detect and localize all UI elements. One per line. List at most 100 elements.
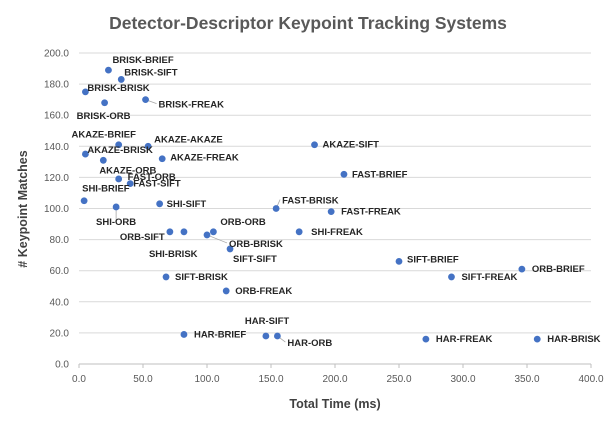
data-label: HAR-BRIEF <box>194 329 246 340</box>
y-tick-label: 180.0 <box>44 80 69 91</box>
x-tick-label: 150.0 <box>258 374 283 385</box>
y-tick-label: 120.0 <box>44 173 69 184</box>
data-label: AKAZE-BRIEF <box>71 130 136 141</box>
y-tick-label: 60.0 <box>50 266 70 277</box>
x-tick-label: 400.0 <box>578 374 603 385</box>
data-point <box>166 228 174 236</box>
data-point <box>126 180 134 188</box>
data-point <box>226 245 234 253</box>
data-label: BRISK-ORB <box>77 111 131 122</box>
data-point <box>82 88 89 96</box>
data-point <box>533 335 541 343</box>
y-tick-label: 160.0 <box>44 111 69 122</box>
data-label: AKAZE-FREAK <box>170 153 239 164</box>
data-point <box>422 335 430 343</box>
data-point <box>105 66 112 74</box>
data-point <box>327 208 335 216</box>
data-label: BRISK-BRISK <box>87 83 149 94</box>
data-label: FAST-ORB <box>128 172 176 183</box>
data-label: SIFT-BRISK <box>175 272 228 283</box>
y-tick-label: 80.0 <box>50 235 70 246</box>
data-label: SHI-BRIEF <box>82 184 130 195</box>
data-label: AKAZE-BRISK <box>87 145 153 156</box>
axes: 0.0 20.0 40.0 60.0 80.0 100.0 120.0 140.0 160.0 1… <box>44 49 604 386</box>
data-point <box>222 287 230 295</box>
data-point <box>295 228 303 236</box>
data-label: FAST-SIFT <box>133 179 181 190</box>
data-label: BRISK-FREAK <box>159 100 225 111</box>
data-point <box>311 141 318 149</box>
y-axis-title: # Keypoint Matches <box>16 150 30 267</box>
y-tick-label: 0.0 <box>55 360 69 371</box>
data-label: FAST-BRISK <box>282 196 339 207</box>
data-label: HAR-FREAK <box>436 334 493 345</box>
data-point <box>262 332 270 340</box>
data-point <box>203 231 211 239</box>
y-tick-label: 200.0 <box>44 49 69 60</box>
data-label: SHI-ORB <box>96 217 136 228</box>
x-tick-label: 300.0 <box>450 374 475 385</box>
data-label: AKAZE-AKAZE <box>154 134 223 145</box>
data-point <box>115 175 123 183</box>
gridlines <box>79 52 591 334</box>
data-label: HAR-ORB <box>287 338 332 349</box>
data-point <box>156 200 164 208</box>
data-point <box>210 228 217 236</box>
data-point <box>112 203 120 211</box>
data-point <box>99 156 107 164</box>
data-label: AKAZE-SIFT <box>323 140 380 151</box>
data-label: ORB-BRISK <box>229 239 283 250</box>
data-point <box>340 170 348 178</box>
data-point <box>115 141 123 149</box>
data-point <box>162 273 170 281</box>
data-label: BRISK-BRIEF <box>112 55 173 66</box>
data-label: SIFT-BRIEF <box>407 254 459 265</box>
data-label: ORB-ORB <box>220 217 266 228</box>
data-label: SHI-BRISK <box>149 249 198 260</box>
leader-line <box>206 234 228 244</box>
y-tick-label: 20.0 <box>50 328 70 339</box>
data-label: HAR-SIFT <box>245 316 290 327</box>
data-point <box>518 265 526 273</box>
data-point <box>142 96 149 104</box>
y-tick-label: 40.0 <box>50 297 70 308</box>
data-label: BRISK-SIFT <box>124 67 177 78</box>
data-point <box>180 228 188 236</box>
data-label: SIFT-FREAK <box>461 272 517 283</box>
y-tick-label: 100.0 <box>44 204 69 215</box>
data-point <box>448 273 455 281</box>
data-label: SHI-FREAK <box>311 227 363 238</box>
data-label: SHI-SIFT <box>167 199 207 210</box>
chart-title: Detector-Descriptor Keypoint Tracking Sy… <box>109 13 507 33</box>
x-tick-label: 100.0 <box>194 374 219 385</box>
data-label: ORB-FREAK <box>235 286 292 297</box>
data-points <box>80 66 541 343</box>
x-tick-label: 200.0 <box>322 374 347 385</box>
data-point <box>274 332 281 340</box>
data-label: HAR-BRISK <box>547 334 600 345</box>
x-axis-title: Total Time (ms) <box>289 397 380 411</box>
data-point <box>395 257 403 265</box>
data-label: SIFT-SIFT <box>233 254 277 265</box>
y-tick-label: 140.0 <box>44 142 69 153</box>
data-point <box>101 99 108 107</box>
data-label: ORB-BRIEF <box>532 264 585 275</box>
x-tick-label: 0.0 <box>72 374 86 385</box>
data-label: FAST-BRIEF <box>352 169 408 180</box>
data-point <box>80 197 88 205</box>
data-point <box>158 155 166 163</box>
x-tick-label: 250.0 <box>386 374 411 385</box>
data-label: FAST-FREAK <box>341 207 401 218</box>
x-tick-label: 50.0 <box>133 374 153 385</box>
data-label: AKAZE-ORB <box>99 165 156 176</box>
data-point <box>144 142 152 150</box>
data-point <box>82 150 89 158</box>
data-label: ORB-SIFT <box>120 232 165 243</box>
data-point <box>180 331 188 338</box>
data-point <box>272 205 280 212</box>
data-point <box>117 76 125 83</box>
x-tick-label: 350.0 <box>514 374 539 385</box>
